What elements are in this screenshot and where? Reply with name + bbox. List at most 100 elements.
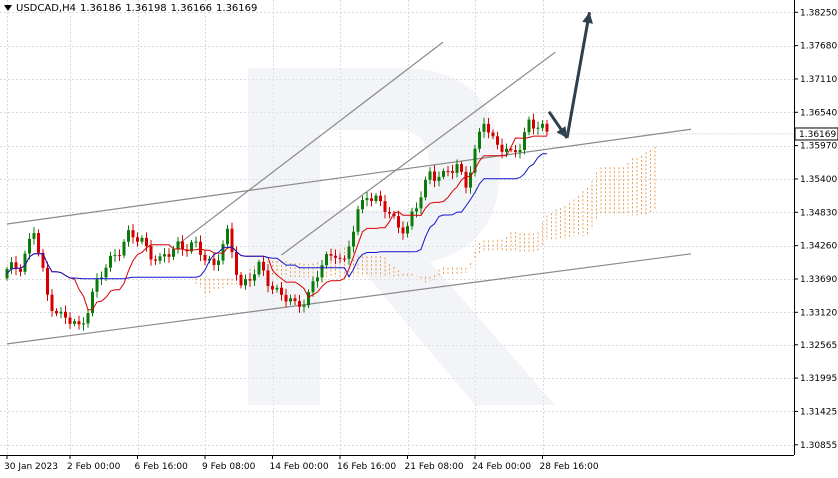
candle-body	[410, 211, 414, 227]
candle-body	[109, 255, 112, 268]
candle-body	[212, 258, 216, 265]
candle-body	[388, 211, 391, 214]
candle-body	[505, 148, 508, 152]
candle-body	[482, 123, 486, 132]
candle-body	[50, 294, 54, 312]
candle-body	[518, 149, 522, 153]
candle-body	[455, 164, 459, 173]
candle-body	[433, 171, 436, 181]
candle-body	[401, 227, 405, 234]
candle-body	[104, 267, 108, 278]
candle-body	[446, 170, 450, 172]
y-ticks: 1.38250 1.37680 1.37110 1.36540 1.35970 1.354…	[794, 8, 837, 451]
candle-body	[100, 277, 103, 280]
candle-body	[253, 274, 256, 281]
candle-body	[424, 179, 427, 198]
candle-body	[397, 216, 400, 228]
candle-body	[190, 242, 193, 252]
candle-body	[500, 144, 504, 152]
candle-body	[527, 119, 531, 133]
x-tick-label: 28 Feb 16:00	[540, 462, 599, 472]
x-tick-label: 21 Feb 08:00	[405, 462, 464, 472]
candle-body	[77, 321, 81, 325]
x-tick-label: 16 Feb 16:00	[337, 462, 396, 472]
candle-body	[280, 287, 283, 295]
candle-body	[118, 255, 121, 257]
candle-body	[289, 298, 292, 302]
candle-body	[113, 255, 117, 257]
candle-body	[158, 256, 162, 261]
candle-body	[14, 262, 18, 269]
trend-line	[6, 253, 692, 345]
dropdown-triangle-icon[interactable]	[4, 5, 12, 11]
candle-body	[226, 228, 229, 245]
candle-body	[59, 311, 63, 314]
candle-body	[473, 148, 477, 173]
x-tick-label: 2 Feb 00:00	[67, 462, 121, 472]
y-tick-label: 1.30855	[800, 441, 837, 451]
candle-body	[10, 262, 13, 270]
candle-body	[451, 171, 454, 173]
candle-body	[172, 249, 175, 257]
candle-body	[23, 253, 27, 272]
y-tick-label: 1.31425	[800, 407, 837, 417]
forecast-arrow	[547, 12, 593, 139]
candle-body	[248, 279, 252, 281]
y-tick-label: 1.32565	[800, 341, 837, 351]
candle-body	[442, 170, 445, 177]
x-tick-label: 14 Feb 00:00	[270, 462, 329, 472]
forecast-arrowhead	[556, 126, 567, 139]
low-value: 1.36166	[170, 3, 213, 14]
candles	[5, 113, 549, 331]
candle-body	[203, 254, 207, 261]
current-price-box	[794, 127, 838, 141]
candle-body	[19, 268, 22, 272]
candle-body	[374, 195, 378, 201]
y-tick-label: 1.34830	[800, 208, 837, 218]
candle-body	[73, 321, 76, 324]
candle-body	[257, 261, 261, 275]
candle-body	[163, 254, 166, 257]
y-tick-label: 1.35970	[800, 142, 837, 152]
candle-body	[334, 255, 337, 258]
y-tick-label: 1.36540	[800, 108, 837, 118]
candle-body	[167, 254, 171, 257]
candle-body	[37, 233, 40, 253]
candle-body	[127, 230, 130, 242]
candle-body	[545, 123, 549, 132]
candle-body	[311, 281, 315, 293]
candle-body	[217, 260, 220, 265]
y-tick-label: 1.31995	[800, 374, 837, 384]
candle-body	[199, 241, 202, 255]
candle-body	[32, 233, 36, 239]
candle-body	[284, 294, 288, 302]
trend-lines	[6, 41, 692, 345]
forecast-arrow-segment	[565, 12, 591, 139]
candle-body	[383, 201, 387, 212]
candle-body	[316, 277, 319, 282]
candle-body	[370, 198, 373, 201]
candle-body	[235, 252, 238, 275]
candle-body	[532, 119, 535, 129]
candle-body	[302, 305, 306, 307]
open-value: 1.36186	[79, 3, 122, 14]
candle-body	[194, 241, 198, 243]
candle-body	[239, 274, 243, 286]
candle-body	[487, 123, 490, 133]
x-tick-label: 6 Feb 16:00	[135, 462, 189, 472]
candle-body	[82, 323, 85, 325]
ichimoku-cloud	[191, 146, 656, 295]
candle-body	[64, 311, 67, 318]
candle-body	[536, 127, 540, 129]
candle-body	[437, 176, 441, 181]
tenkan-line	[6, 135, 547, 311]
candle-body	[343, 258, 346, 260]
candle-body	[271, 286, 274, 290]
kijun-line	[6, 153, 547, 280]
candle-body	[140, 237, 144, 242]
y-tick-label: 1.33690	[800, 275, 837, 285]
candle-body	[379, 195, 382, 202]
candle-body	[325, 254, 328, 266]
